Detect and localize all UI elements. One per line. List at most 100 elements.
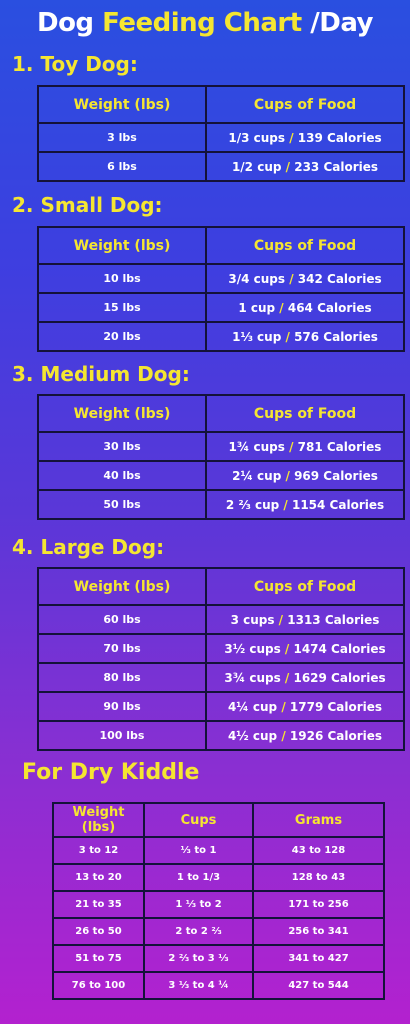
dry-heading: For Dry Kiddle [22, 760, 200, 785]
table-row: 70 lbs 3½ cups / 1474 Calories [37, 633, 405, 664]
cups-header: Cups of Food [205, 85, 405, 124]
weight-header: Weight (lbs) [37, 394, 207, 433]
weight-cell: 70 lbs [37, 633, 207, 664]
grams-cell: 427 to 544 [252, 971, 385, 1000]
table-header-row: Weight (lbs) Cups of Food [37, 394, 405, 433]
cups-value: 4¼ cup [227, 699, 278, 714]
cups-value: 1/3 cups [228, 130, 286, 145]
food-cell: 4½ cup / 1926 Calories [205, 720, 405, 751]
section-heading-toy: 1. Toy Dog: [12, 52, 138, 76]
calories-value: 576 Calories [294, 329, 378, 344]
cups-value: 1/2 cup [231, 159, 282, 174]
weight-cell: 50 lbs [37, 489, 207, 520]
weight-cell: 51 to 75 [52, 944, 145, 973]
toy-dog-table: Weight (lbs) Cups of Food 3 lbs 1/3 cups… [37, 85, 405, 182]
large-dog-table: Weight (lbs) Cups of Food 60 lbs 3 cups … [37, 567, 405, 751]
calories-value: 781 Calories [297, 439, 382, 454]
table-row: 51 to 75 2 ⅔ to 3 ⅓ 341 to 427 [52, 944, 385, 973]
table-row: 50 lbs 2 ⅔ cup / 1154 Calories [37, 489, 405, 520]
food-cell: 3 cups / 1313 Calories [205, 604, 405, 635]
cups-header: Cups of Food [205, 567, 405, 606]
cups-value: 1⅓ cup [232, 329, 282, 344]
table-row: 13 to 20 1 to 1/3 128 to 43 [52, 863, 385, 892]
calories-value: 233 Calories [294, 159, 379, 174]
section-heading-medium: 3. Medium Dog: [12, 362, 190, 386]
grams-cell: 128 to 43 [252, 863, 385, 892]
section-heading-small: 2. Small Dog: [12, 193, 163, 217]
table-row: 90 lbs 4¼ cup / 1779 Calories [37, 691, 405, 722]
table-row: 60 lbs 3 cups / 1313 Calories [37, 604, 405, 635]
medium-dog-table: Weight (lbs) Cups of Food 30 lbs 1¾ cups… [37, 394, 405, 520]
food-cell: 1⅓ cup / 576 Calories [205, 321, 405, 352]
grams-cell: 256 to 341 [252, 917, 385, 946]
weight-header: Weight (lbs) [37, 567, 207, 606]
cups-value: 1 cup [238, 300, 276, 315]
food-cell: 3/4 cups / 342 Calories [205, 263, 405, 294]
table-header-row: Weight (lbs) Cups of Food [37, 567, 405, 606]
weight-header: Weight (lbs) [37, 85, 207, 124]
weight-cell: 10 lbs [37, 263, 207, 294]
cups-cell: 2 ⅔ to 3 ⅓ [143, 944, 254, 973]
table-row: 26 to 50 2 to 2 ⅔ 256 to 341 [52, 917, 385, 946]
weight-cell: 30 lbs [37, 431, 207, 462]
table-row: 30 lbs 1¾ cups / 781 Calories [37, 431, 405, 462]
cups-cell: 1 to 1/3 [143, 863, 254, 892]
calories-value: 1629 Calories [293, 670, 386, 685]
grams-cell: 341 to 427 [252, 944, 385, 973]
cups-value: 3¾ cups [224, 670, 281, 685]
calories-value: 1154 Calories [291, 497, 385, 512]
cups-value: 1¾ cups [228, 439, 285, 454]
food-cell: 1/3 cups / 139 Calories [205, 122, 405, 153]
cups-cell: 3 ⅓ to 4 ¼ [143, 971, 254, 1000]
cups-cell: 1 ⅓ to 2 [143, 890, 254, 919]
weight-header: Weight (lbs) [52, 802, 145, 838]
table-header-row: Weight (lbs) Cups of Food [37, 85, 405, 124]
weight-cell: 3 lbs [37, 122, 207, 153]
grams-cell: 171 to 256 [252, 890, 385, 919]
weight-cell: 15 lbs [37, 292, 207, 323]
table-row: 20 lbs 1⅓ cup / 576 Calories [37, 321, 405, 352]
small-dog-table: Weight (lbs) Cups of Food 10 lbs 3/4 cup… [37, 226, 405, 352]
calories-value: 464 Calories [287, 300, 372, 315]
calories-value: 1474 Calories [293, 641, 386, 656]
table-row: 76 to 100 3 ⅓ to 4 ¼ 427 to 544 [52, 971, 385, 1000]
weight-cell: 21 to 35 [52, 890, 145, 919]
cups-value: 3 cups [230, 612, 275, 627]
section-heading-large: 4. Large Dog: [12, 535, 165, 559]
cups-header: Cups of Food [205, 394, 405, 433]
weight-header: Weight (lbs) [37, 226, 207, 265]
table-header-row: Weight (lbs) Cups of Food [37, 226, 405, 265]
title-part-2: Feeding Chart [102, 8, 302, 38]
food-cell: 2 ⅔ cup / 1154 Calories [205, 489, 405, 520]
food-cell: 1 cup / 464 Calories [205, 292, 405, 323]
weight-cell: 3 to 12 [52, 836, 145, 865]
cups-value: 3/4 cups [228, 271, 286, 286]
table-row: 3 to 12 ⅓ to 1 43 to 128 [52, 836, 385, 865]
calories-value: 1926 Calories [289, 728, 383, 743]
cups-value: 4½ cup [227, 728, 278, 743]
food-cell: 3½ cups / 1474 Calories [205, 633, 405, 664]
weight-cell: 13 to 20 [52, 863, 145, 892]
table-row: 10 lbs 3/4 cups / 342 Calories [37, 263, 405, 294]
food-cell: 3¾ cups / 1629 Calories [205, 662, 405, 693]
weight-cell: 90 lbs [37, 691, 207, 722]
food-cell: 2¼ cup / 969 Calories [205, 460, 405, 491]
weight-cell: 76 to 100 [52, 971, 145, 1000]
weight-cell: 26 to 50 [52, 917, 145, 946]
weight-cell: 80 lbs [37, 662, 207, 693]
weight-cell: 6 lbs [37, 151, 207, 182]
table-row: 3 lbs 1/3 cups / 139 Calories [37, 122, 405, 153]
table-row: 21 to 35 1 ⅓ to 2 171 to 256 [52, 890, 385, 919]
table-row: 15 lbs 1 cup / 464 Calories [37, 292, 405, 323]
weight-cell: 40 lbs [37, 460, 207, 491]
dry-kibble-table: Weight (lbs) Cups Grams 3 to 12 ⅓ to 1 4… [52, 802, 385, 1000]
table-row: 6 lbs 1/2 cup / 233 Calories [37, 151, 405, 182]
table-row: 40 lbs 2¼ cup / 969 Calories [37, 460, 405, 491]
title-part-3: /Day [310, 8, 374, 38]
cups-value: 2¼ cup [232, 468, 282, 483]
calories-value: 139 Calories [297, 130, 382, 145]
food-cell: 1/2 cup / 233 Calories [205, 151, 405, 182]
cups-cell: 2 to 2 ⅔ [143, 917, 254, 946]
grams-header: Grams [252, 802, 385, 838]
food-cell: 1¾ cups / 781 Calories [205, 431, 405, 462]
